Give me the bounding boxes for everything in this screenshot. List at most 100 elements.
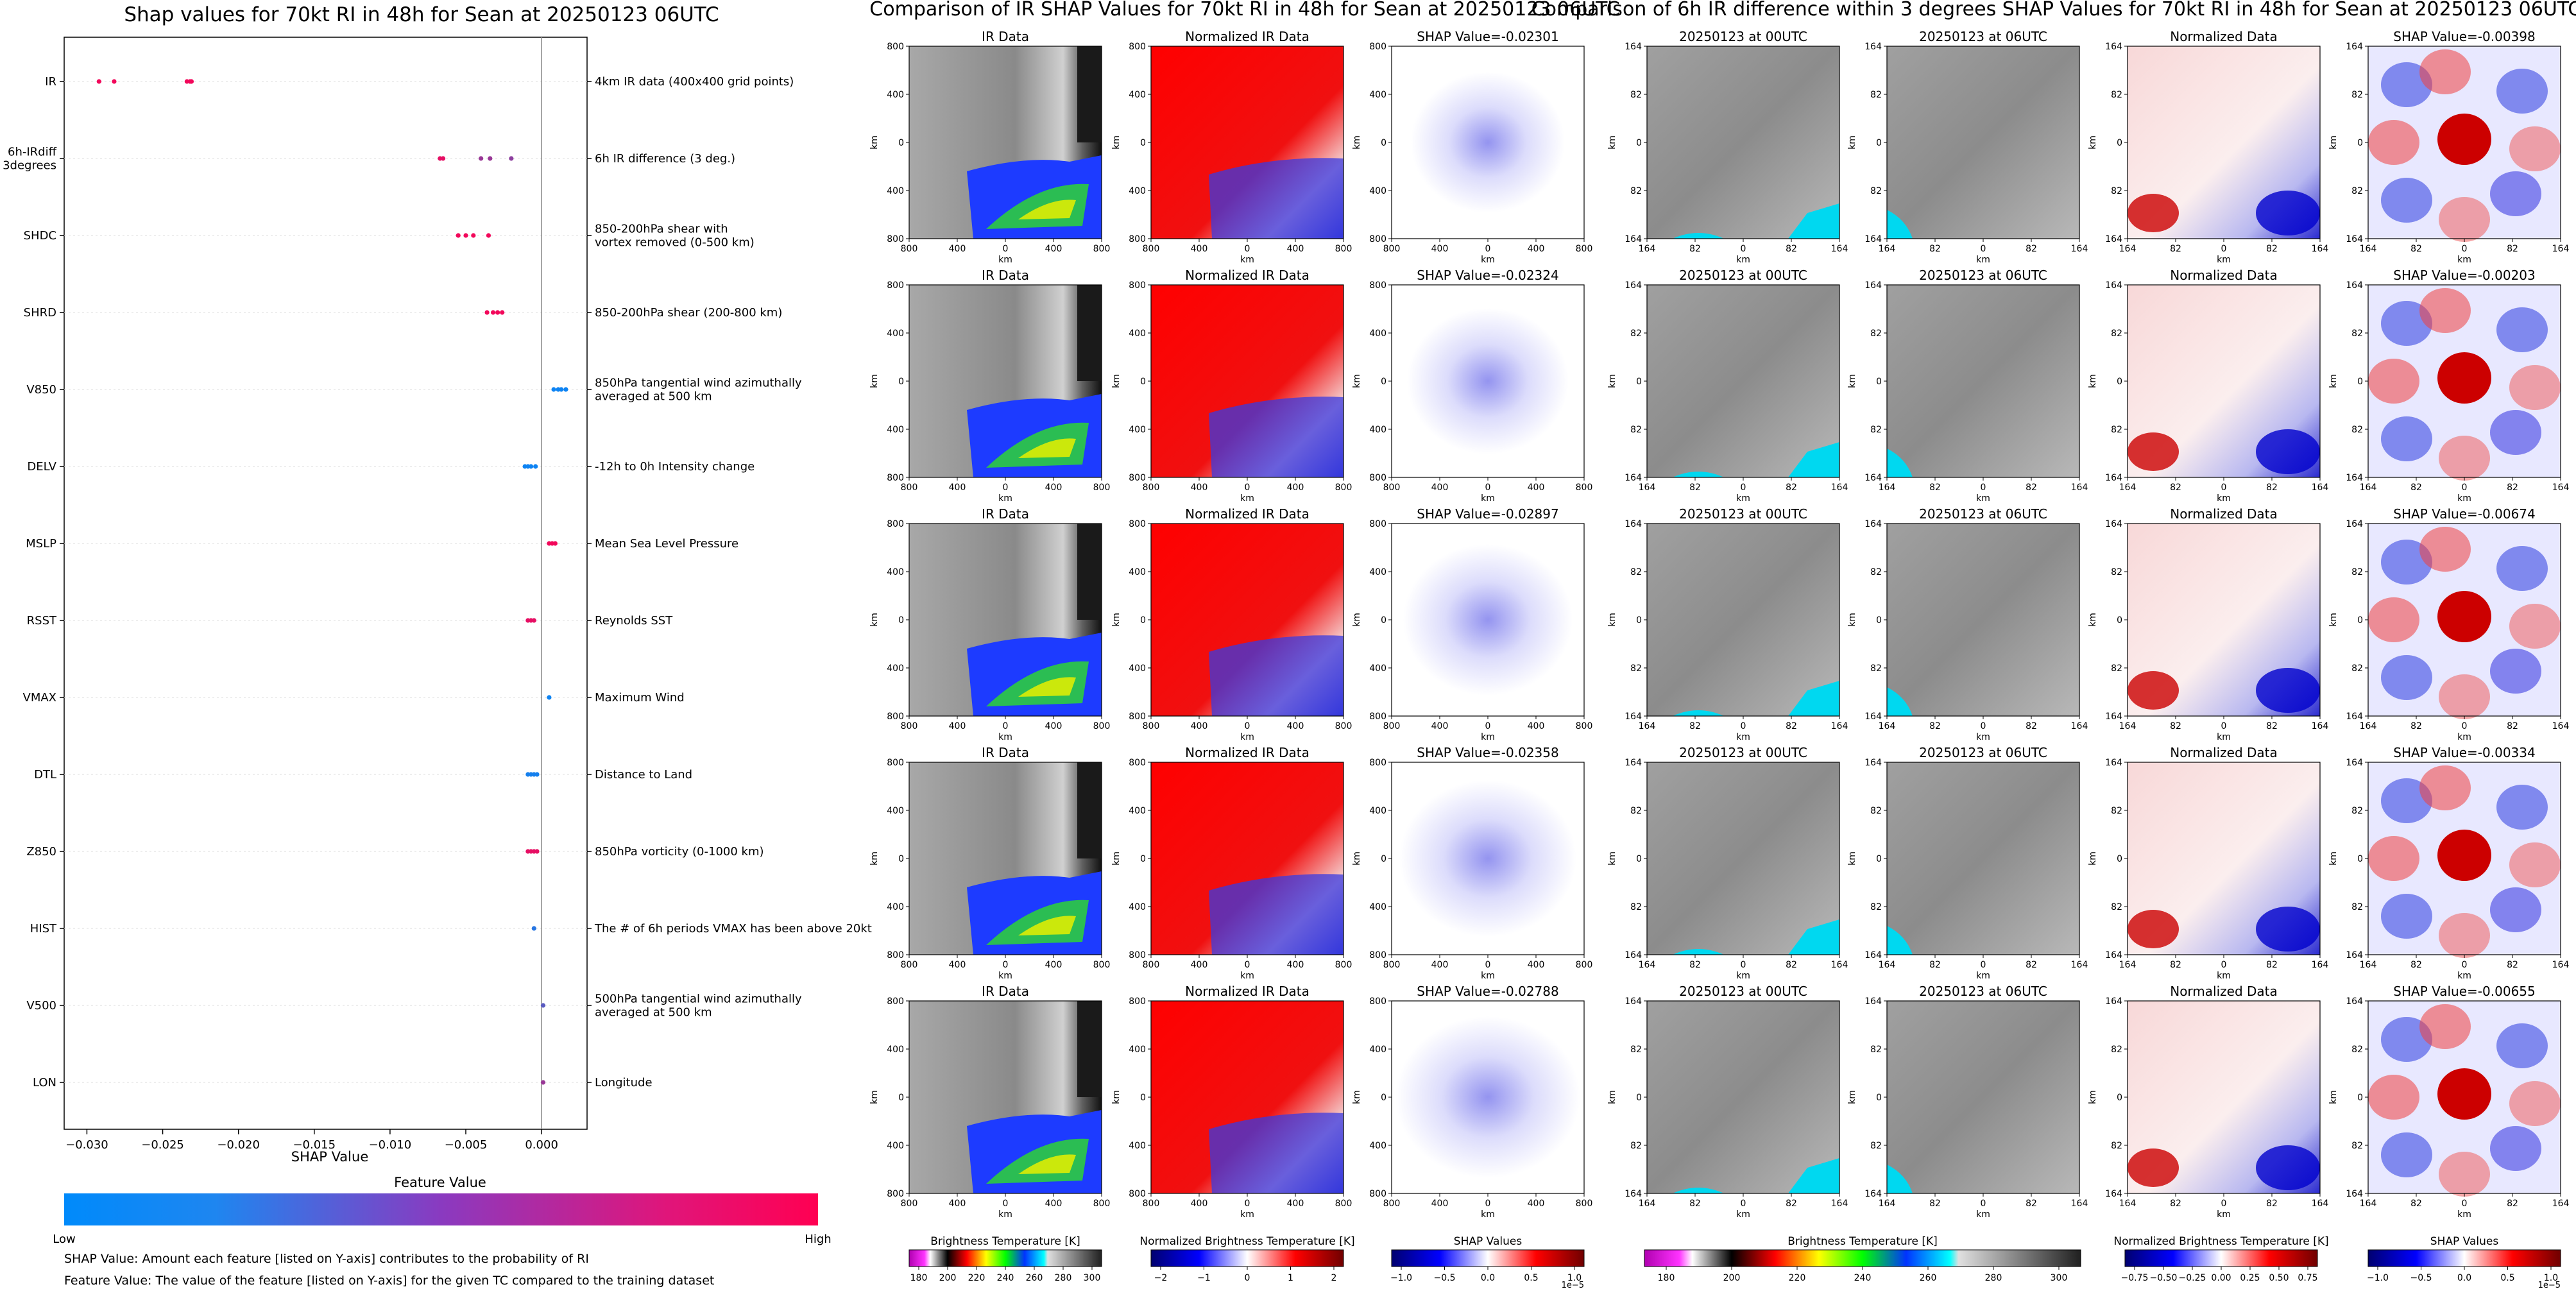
panel-y-tick-label: 82 <box>1870 567 1882 577</box>
panel-x-axis-label: km <box>1736 732 1750 742</box>
panel-x-tick-label: 164 <box>2071 482 2088 493</box>
panel-y-tick-label: 164 <box>1864 712 1882 722</box>
panel-y-tick-label: 164 <box>1864 280 1882 291</box>
panel: 20250123 at 06UTC1641648282008282164164k… <box>1847 268 2088 504</box>
panel-y-tick-label: 800 <box>887 712 904 722</box>
panel-y-tick-label: 400 <box>887 1045 904 1055</box>
diff-shap-blob <box>2490 410 2541 455</box>
panel-y-tick-label: 800 <box>887 280 904 291</box>
panel-y-tick-label: 82 <box>2111 425 2122 435</box>
panel-title: SHAP Value=-0.02358 <box>1417 745 1558 760</box>
normalized-diff-warm-spot <box>2128 910 2179 948</box>
colorbar-tick-label: 220 <box>1789 1273 1806 1283</box>
panel-y-axis-label: km <box>1847 1090 1857 1104</box>
diff-shap-blob <box>2490 887 2541 932</box>
colorbar-tick-label: 0.75 <box>2298 1273 2317 1283</box>
panel-x-tick-label: 164 <box>2312 1199 2329 1209</box>
panel-title: IR Data <box>982 268 1029 283</box>
panel-y-axis-label: km <box>1111 851 1122 866</box>
diff-cold-cloud <box>1788 203 1839 239</box>
panel-x-tick-label: 400 <box>1528 244 1545 254</box>
panel-y-tick-label: 82 <box>2351 567 2363 577</box>
panel: Normalized IR Data8008004004000040040080… <box>1111 984 1352 1220</box>
panel-y-tick-label: 800 <box>1129 519 1146 529</box>
panel-x-tick-label: 0 <box>2221 482 2227 493</box>
panel-y-axis-label: km <box>1352 851 1362 866</box>
panel-y-tick-label: 0 <box>1381 377 1386 387</box>
diff-shap-blob <box>2439 197 2490 242</box>
panel-y-tick-label: 0 <box>1381 1093 1386 1103</box>
panel: 20250123 at 00UTC1641648282008282164164k… <box>1607 984 1848 1220</box>
panel-y-tick-label: 164 <box>1625 519 1642 529</box>
panel-y-tick-label: 0 <box>1140 854 1146 864</box>
x-tick-label: −0.020 <box>217 1138 260 1152</box>
panel-y-tick-label: 164 <box>2105 519 2122 529</box>
panel-x-tick-label: 82 <box>2507 244 2518 254</box>
normalized-diff-warm-spot <box>2128 1148 2179 1187</box>
diff-shap-blob <box>2490 171 2541 216</box>
panel-y-tick-label: 800 <box>1129 758 1146 768</box>
diff-section-title: Comparison of 6h IR difference within 3 … <box>1531 0 2576 21</box>
panel-x-tick-label: 400 <box>1045 1199 1062 1209</box>
diff-shap-blob <box>2419 765 2471 810</box>
panel-y-tick-label: 800 <box>887 950 904 960</box>
ir-cold-cloud-yellow <box>1018 677 1076 697</box>
colorbar-tick-label: −0.50 <box>2150 1273 2178 1283</box>
panel-title: 20250123 at 00UTC <box>1679 984 1807 999</box>
panel-y-tick-label: 82 <box>1870 90 1882 100</box>
colorbar-ramp <box>1150 1249 1344 1267</box>
colorbar: Normalized Brightness Temperature [K] −2 −… <box>1139 1235 1354 1283</box>
feature-code-label: DELV <box>27 460 56 474</box>
colorbar-tick-label: 0.0 <box>2457 1273 2471 1283</box>
colorbar-tick-label: 220 <box>968 1273 985 1283</box>
panel-x-tick-label: 82 <box>2507 721 2518 731</box>
panel-x-tick-label: 0 <box>1981 721 1986 731</box>
normalized-cold-region <box>1209 635 1343 716</box>
panel-y-tick-label: 164 <box>1625 473 1642 483</box>
diff-cold-cloud <box>1788 442 1839 477</box>
diff-shap-blob <box>2490 1126 2541 1171</box>
shap-point <box>490 310 496 315</box>
feature-description-label: 850hPa tangential wind azimuthally averag… <box>595 377 802 404</box>
panel-y-tick-label: 400 <box>1129 1045 1146 1055</box>
feature-code-label: 6h-IRdiff 3degrees <box>3 146 57 173</box>
feature-description-label: Longitude <box>595 1076 653 1089</box>
panel-y-tick-label: 82 <box>2111 567 2122 577</box>
panel-x-tick-label: 164 <box>2071 1199 2088 1209</box>
panel-title: SHAP Value=-0.00398 <box>2393 29 2535 44</box>
colorbar-label: SHAP Values <box>1454 1235 1523 1248</box>
panel-y-tick-label: 800 <box>1129 950 1146 960</box>
panel-y-tick-label: 164 <box>2346 42 2363 52</box>
panel-y-tick-label: 0 <box>1140 615 1146 626</box>
panel-x-tick-label: 0 <box>1741 1199 1746 1209</box>
diff-cold-cloud-small <box>1673 1188 1724 1193</box>
panel-y-tick-label: 164 <box>1864 758 1882 768</box>
panel: 20250123 at 06UTC1641648282008282164164k… <box>1847 506 2088 742</box>
panel-y-tick-label: 800 <box>1369 519 1386 529</box>
panel-x-tick-label: 800 <box>1143 960 1160 970</box>
panel-y-tick-label: 164 <box>1864 473 1882 483</box>
panel-title: 20250123 at 00UTC <box>1679 268 1807 283</box>
panel: 20250123 at 00UTC1641648282008282164164k… <box>1607 29 1848 265</box>
panel-x-axis-label: km <box>1976 971 1990 981</box>
panel-x-tick-label: 800 <box>901 1199 918 1209</box>
shap-point <box>486 233 491 238</box>
panel-x-tick-label: 164 <box>2360 960 2377 970</box>
panel-title: SHAP Value=-0.00203 <box>2393 268 2535 283</box>
panel: SHAP Value=-0.00655164164828200828216416… <box>2328 984 2569 1220</box>
diff-ir-image <box>1647 285 1839 477</box>
summary-gridlines <box>64 81 587 1083</box>
panel-x-axis-label: km <box>2217 255 2231 265</box>
panel-y-tick-label: 0 <box>1140 1093 1146 1103</box>
feature-code-label: Z850 <box>26 845 56 858</box>
panel-y-tick-label: 164 <box>1864 1189 1882 1199</box>
panel-y-tick-label: 164 <box>2346 950 2363 960</box>
panel-x-tick-label: 400 <box>949 244 966 254</box>
panel-x-axis-label: km <box>1240 971 1254 981</box>
feature-code-label: SHDC <box>24 229 56 243</box>
diff-shap-blob <box>2419 1004 2471 1049</box>
colorbar-tick-label: 0.50 <box>2269 1273 2289 1283</box>
panel-x-axis-label: km <box>2457 493 2471 504</box>
panel-x-tick-label: 800 <box>1335 1199 1352 1209</box>
shap-point <box>440 156 446 161</box>
